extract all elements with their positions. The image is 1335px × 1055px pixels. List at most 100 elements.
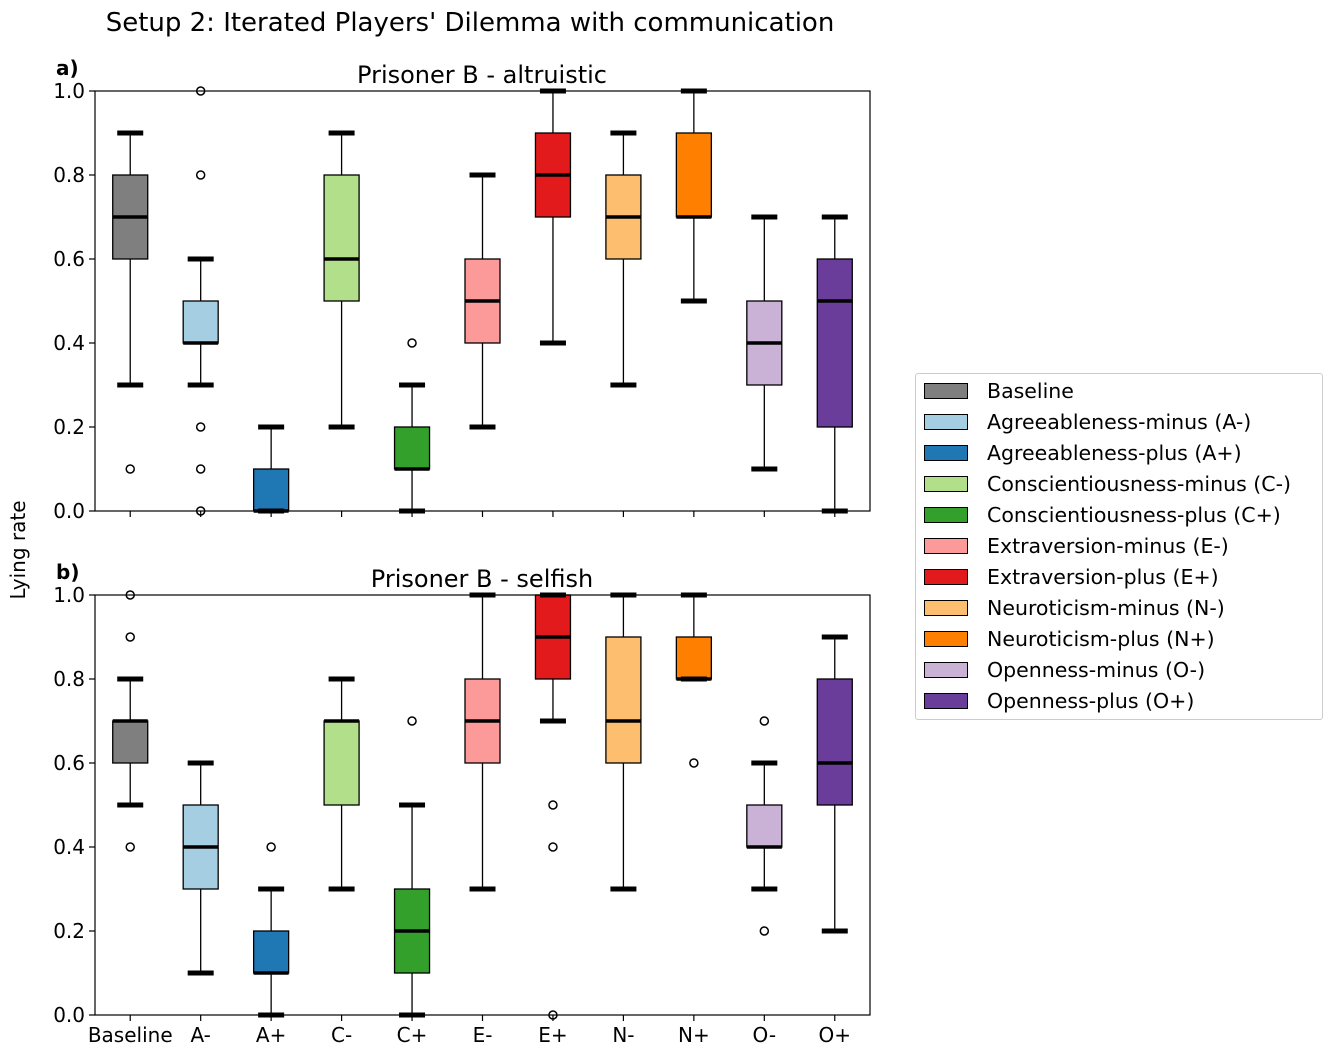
legend-label-neuroticism-minus: Neuroticism-minus (N-) <box>987 596 1225 620</box>
x-tick-label: N- <box>612 1023 634 1047</box>
legend-item-conscientiousness-plus: Conscientiousness-plus (C+) <box>924 500 1281 530</box>
plot-frame-selfish <box>94 594 871 1016</box>
legend-swatch-openness-plus <box>924 693 968 709</box>
x-tick-label: N+ <box>678 1023 710 1047</box>
box-iqr <box>112 720 149 764</box>
box-altruistic-N+ <box>675 88 713 517</box>
box-selfish-C+ <box>393 716 431 1021</box>
box-selfish-O+ <box>816 634 853 1021</box>
box-altruistic-O- <box>746 214 783 517</box>
box-altruistic-E+ <box>534 88 572 517</box>
outlier-point <box>266 842 276 852</box>
y-tick-label-altruistic: 0.8 <box>53 163 85 187</box>
box-selfish-A- <box>182 760 219 1021</box>
y-axis-label: Lying rate <box>6 500 30 599</box>
legend-swatch-baseline <box>924 383 968 399</box>
legend-swatch-agreeableness-plus <box>924 445 968 461</box>
outlier-point <box>407 338 417 348</box>
outlier-point <box>195 422 206 432</box>
box-selfish-Baseline <box>112 590 149 1021</box>
legend-swatch-extraversion-minus <box>924 538 968 554</box>
x-tick-label: O- <box>753 1023 777 1047</box>
legend-item-agreeableness-plus: Agreeableness-plus (A+) <box>924 438 1242 468</box>
panel-altruistic: a) Prisoner B - altruistic 0.0 0.2 0.4 0.6 0… <box>53 56 871 523</box>
panel-label-b: b) <box>56 560 79 584</box>
outlier-point <box>759 716 770 726</box>
panel-title-altruistic: Prisoner B - altruistic <box>357 61 607 89</box>
y-tick-label-selfish: 0.6 <box>53 751 85 775</box>
outlier-point <box>125 464 135 474</box>
box-selfish-C- <box>323 676 360 1021</box>
box-altruistic-A- <box>182 86 219 517</box>
x-tick-label: C+ <box>397 1023 428 1047</box>
legend-swatch-extraversion-plus <box>924 569 968 585</box>
legend-item-extraversion-minus: Extraversion-minus (E-) <box>924 531 1229 561</box>
legend-swatch-neuroticism-minus <box>924 600 968 616</box>
panel-selfish: b) Prisoner B - selfish 0.0 0.2 0.4 0.6 0.8 1… <box>53 560 871 1027</box>
box-iqr <box>816 678 853 806</box>
box-iqr <box>816 258 853 428</box>
legend-item-agreeableness-minus: Agreeableness-minus (A-) <box>924 407 1251 437</box>
x-tick-label: C- <box>331 1023 352 1047</box>
box-altruistic-C- <box>323 130 360 517</box>
figure-suptitle: Setup 2: Iterated Players' Dilemma with … <box>106 8 835 38</box>
y-tick-label-selfish: 0.8 <box>53 667 85 691</box>
y-tick-label-altruistic: 0.0 <box>53 499 85 523</box>
outlier-point <box>548 842 558 852</box>
legend-item-conscientiousness-minus: Conscientiousness-minus (C-) <box>924 469 1291 499</box>
box-altruistic-E- <box>464 172 501 517</box>
legend-label-neuroticism-plus: Neuroticism-plus (N+) <box>987 627 1215 651</box>
y-tick-label-selfish: 0.2 <box>53 919 85 943</box>
x-tick-label: A+ <box>256 1023 286 1047</box>
legend-label-extraversion-minus: Extraversion-minus (E-) <box>987 534 1229 558</box>
legend-label-openness-plus: Openness-plus (O+) <box>987 689 1195 713</box>
outlier-point <box>548 800 558 810</box>
y-tick-label-altruistic: 0.4 <box>53 331 85 355</box>
legend-label-agreeableness-plus: Agreeableness-plus (A+) <box>987 441 1242 465</box>
outlier-point <box>689 758 699 768</box>
box-selfish-N+ <box>675 592 713 1021</box>
outlier-point <box>407 716 417 726</box>
outlier-point <box>195 464 206 474</box>
box-altruistic-A+ <box>252 424 290 517</box>
legend-item-openness-minus: Openness-minus (O-) <box>924 655 1205 685</box>
legend-swatch-conscientiousness-minus <box>924 476 968 492</box>
box-selfish-E- <box>464 592 501 1021</box>
x-tick-label: E- <box>473 1023 493 1047</box>
outlier-point <box>195 170 206 180</box>
box-selfish-E+ <box>534 592 572 1021</box>
legend-label-extraversion-plus: Extraversion-plus (E+) <box>987 565 1219 589</box>
box-selfish-A+ <box>252 842 290 1021</box>
box-altruistic-N- <box>605 130 642 517</box>
x-tick-labels: Baseline A- A+ C- C+ E- E+ N- N+ O- O+ <box>88 1023 851 1047</box>
legend-item-baseline: Baseline <box>924 376 1074 406</box>
legend-item-extraversion-plus: Extraversion-plus (E+) <box>924 562 1219 592</box>
y-tick-label-altruistic: 0.2 <box>53 415 85 439</box>
legend: Baseline Agreeableness-minus (A-) Agreea… <box>915 373 1323 720</box>
box-iqr <box>675 636 713 680</box>
box-altruistic-C+ <box>393 338 431 517</box>
panel-title-selfish: Prisoner B - selfish <box>371 565 593 593</box>
legend-item-neuroticism-plus: Neuroticism-plus (N+) <box>924 624 1215 654</box>
box-iqr <box>323 174 360 302</box>
box-iqr <box>675 132 713 218</box>
outlier-point <box>125 632 135 642</box>
box-selfish-O- <box>746 716 783 1021</box>
legend-label-agreeableness-minus: Agreeableness-minus (A-) <box>987 410 1252 434</box>
box-iqr <box>252 468 290 512</box>
legend-swatch-neuroticism-plus <box>924 631 968 647</box>
y-tick-label-selfish: 0.4 <box>53 835 85 859</box>
legend-item-openness-plus: Openness-plus (O+) <box>924 686 1194 716</box>
box-altruistic-Baseline <box>112 130 149 517</box>
legend-label-openness-minus: Openness-minus (O-) <box>987 658 1206 682</box>
box-altruistic-O+ <box>816 214 853 517</box>
legend-item-neuroticism-minus: Neuroticism-minus (N-) <box>924 593 1225 623</box>
box-iqr <box>182 300 219 344</box>
box-iqr <box>605 636 642 764</box>
y-tick-label-altruistic: 0.6 <box>53 247 85 271</box>
y-tick-label-selfish: 0.0 <box>53 1003 85 1027</box>
legend-label-baseline: Baseline <box>987 379 1074 403</box>
x-tick-label: O+ <box>819 1023 852 1047</box>
legend-swatch-openness-minus <box>924 662 968 678</box>
legend-label-conscientiousness-minus: Conscientiousness-minus (C-) <box>987 472 1291 496</box>
